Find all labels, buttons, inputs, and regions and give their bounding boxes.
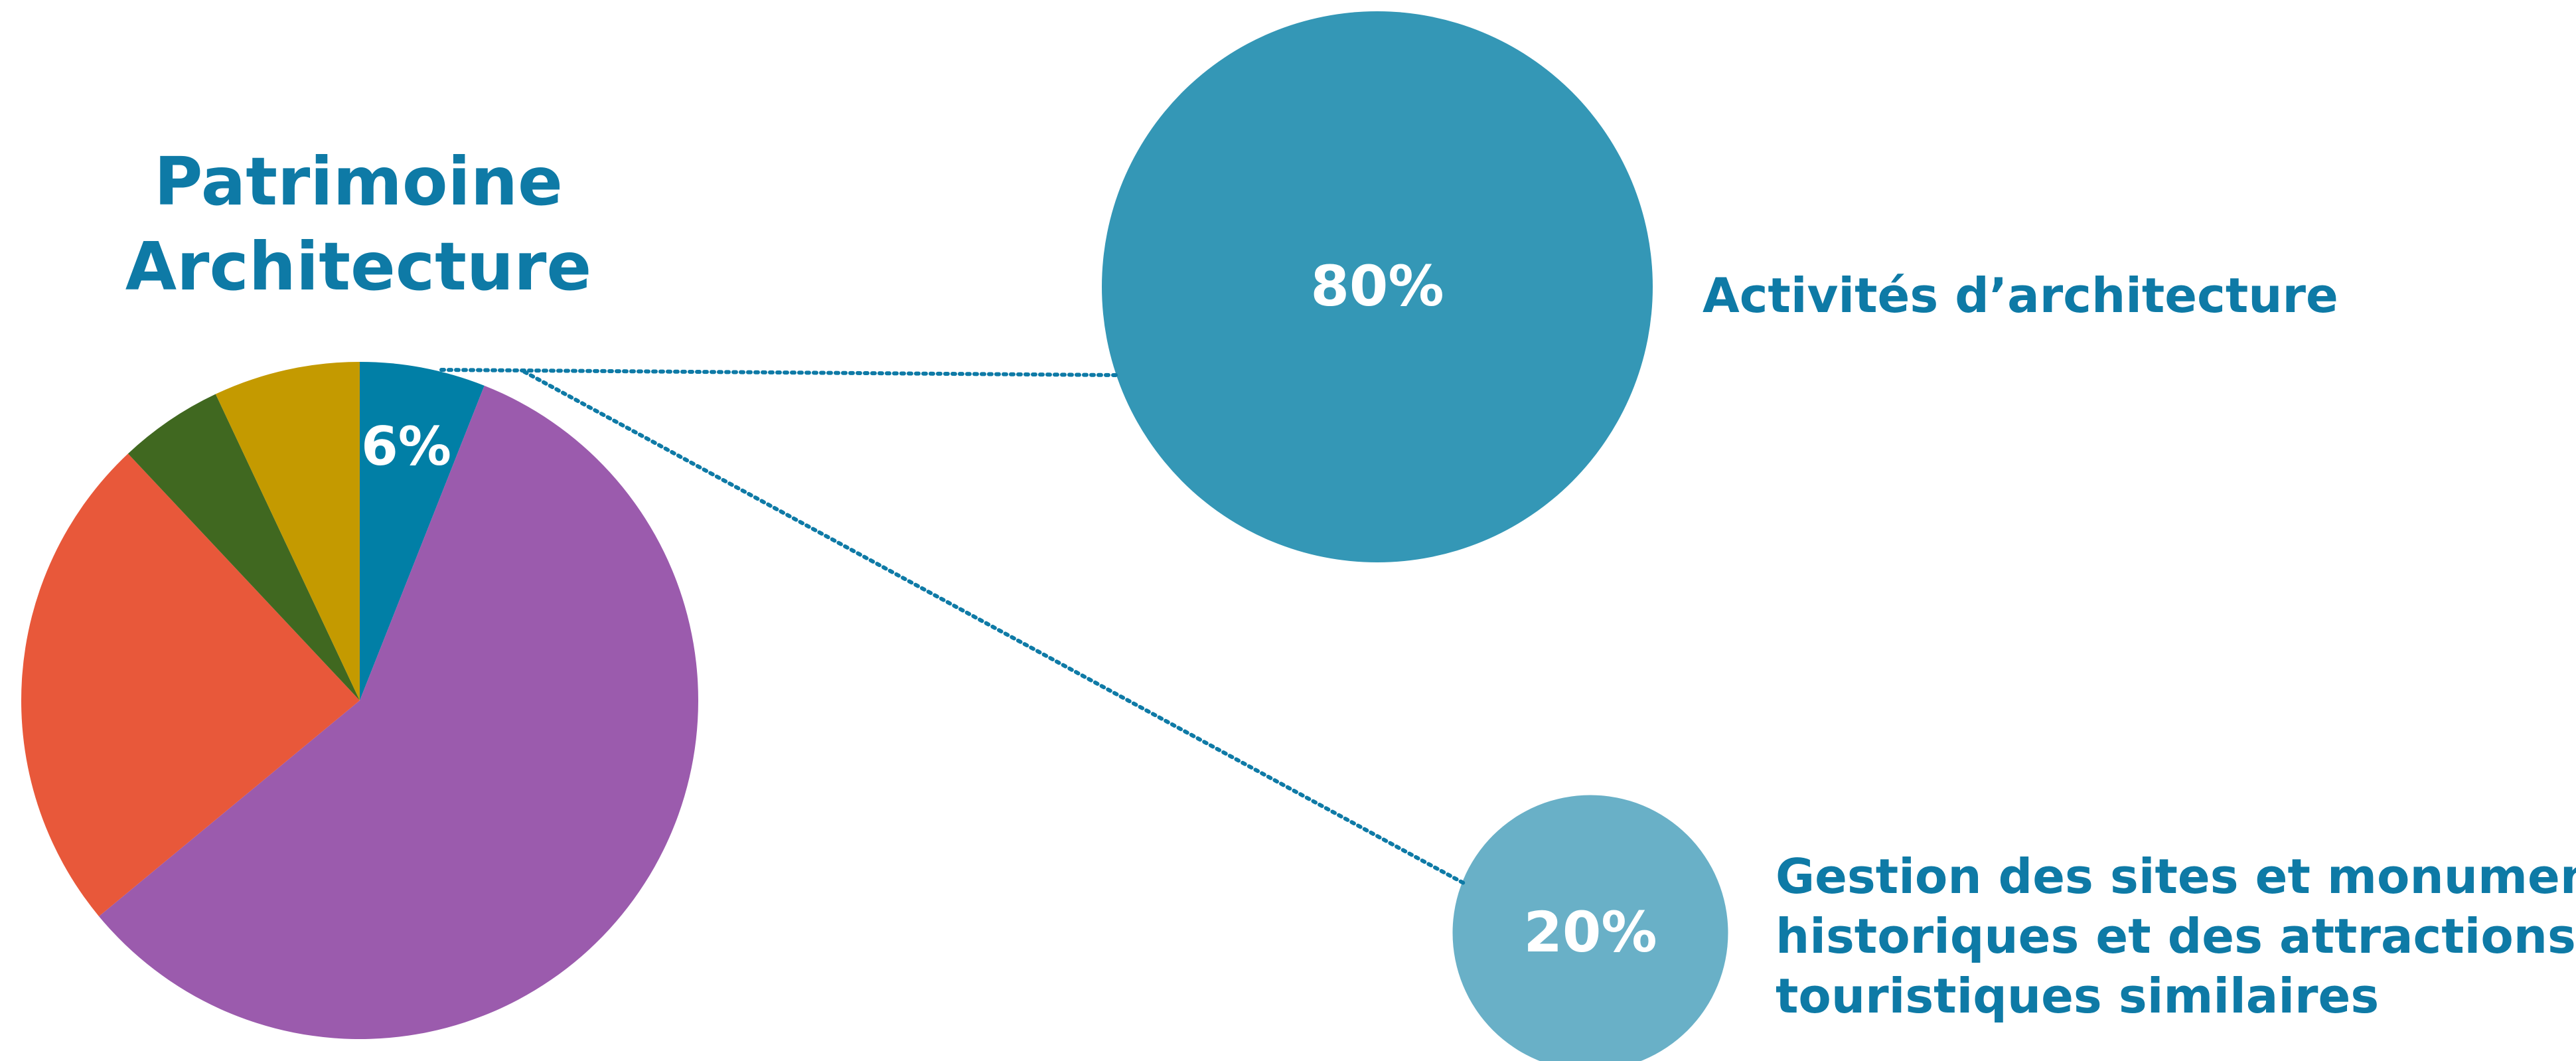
bubble-label-line-1: Gestion des sites et monuments	[1776, 849, 2576, 904]
connector-line-1	[439, 368, 1119, 377]
pie-slice-label: 6%	[361, 416, 451, 477]
bubble-1	[1102, 11, 1653, 562]
bubble-label-line-3: touristiques similaires	[1776, 968, 2380, 1024]
bubble-label-sites-monuments: Gestion des sites et monuments historiqu…	[1776, 847, 2576, 1026]
pie-title-line-1: Patrimoine	[154, 143, 563, 220]
pie-slice-2	[99, 385, 698, 1039]
bubble-label-line-2: historiques et des attractions	[1776, 908, 2576, 964]
pie-title: Patrimoine Architecture	[93, 139, 624, 309]
pie-chart	[21, 362, 698, 1039]
bubble-value-2: 20%	[1523, 900, 1657, 965]
connector-line-2	[522, 370, 1466, 885]
bubble-2	[1452, 795, 1728, 1061]
pie-slice-4	[127, 394, 360, 700]
bubble-value-1: 80%	[1310, 254, 1444, 319]
bubble-label-architecture: Activités d’architecture	[1703, 268, 2338, 323]
pie-slice-3	[21, 453, 360, 917]
pie-slice-5	[215, 362, 360, 700]
pie-slice-1	[360, 362, 485, 700]
pie-title-line-2: Architecture	[125, 228, 592, 305]
